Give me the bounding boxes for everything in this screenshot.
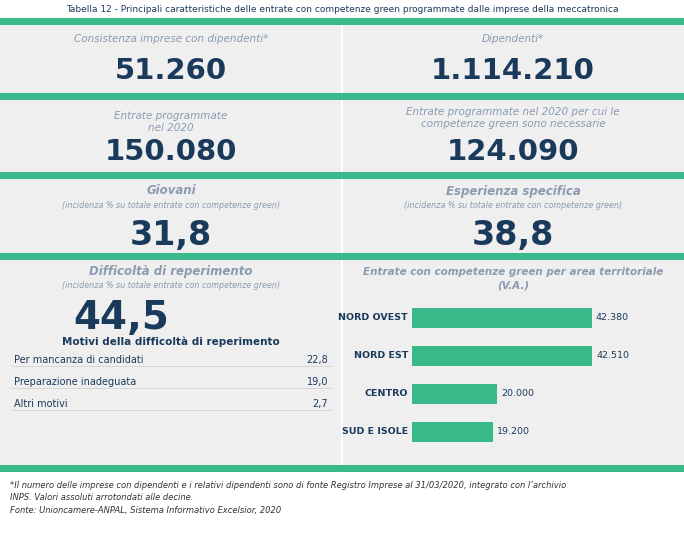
Bar <box>341 179 343 253</box>
Text: Giovani: Giovani <box>146 184 196 197</box>
Text: Motivi della difficoltà di reperimento: Motivi della difficoltà di reperimento <box>62 337 280 347</box>
Text: Tabella 12 - Principali caratteristiche delle entrate con competenze green progr: Tabella 12 - Principali caratteristiche … <box>66 4 618 14</box>
Text: (incidenza % su totale entrate con competenze green): (incidenza % su totale entrate con compe… <box>62 280 280 289</box>
Bar <box>0 179 342 253</box>
Text: Altri motivi: Altri motivi <box>14 399 68 409</box>
Text: 124.090: 124.090 <box>447 138 579 166</box>
Text: NORD OVEST: NORD OVEST <box>339 313 408 322</box>
Bar <box>412 346 592 366</box>
Bar <box>0 172 684 179</box>
Text: Per mancanza di candidati: Per mancanza di candidati <box>14 355 144 365</box>
Bar <box>412 422 493 442</box>
Text: 20.000: 20.000 <box>501 390 534 399</box>
Bar <box>0 260 342 465</box>
Text: Dipendenti*: Dipendenti* <box>482 34 544 44</box>
Text: 51.260: 51.260 <box>115 57 227 85</box>
Text: Fonte: Unioncamere-ANPAL, Sistema Informativo Excelsior, 2020: Fonte: Unioncamere-ANPAL, Sistema Inform… <box>10 505 281 514</box>
Text: CENTRO: CENTRO <box>365 390 408 399</box>
Text: (V.A.): (V.A.) <box>497 280 529 290</box>
Bar <box>341 260 343 465</box>
Bar <box>341 25 343 93</box>
Text: 44,5: 44,5 <box>73 299 169 337</box>
Text: nel 2020: nel 2020 <box>148 123 194 133</box>
Text: 42.380: 42.380 <box>596 313 629 322</box>
Bar <box>0 18 684 25</box>
Text: Entrate con competenze green per area territoriale: Entrate con competenze green per area te… <box>363 267 663 277</box>
Text: 38,8: 38,8 <box>472 219 554 252</box>
Text: INPS. Valori assoluti arrotondati alle decine.: INPS. Valori assoluti arrotondati alle d… <box>10 493 194 503</box>
Bar <box>0 100 342 172</box>
Text: Entrate programmate nel 2020 per cui le
competenze green sono necessarie: Entrate programmate nel 2020 per cui le … <box>406 107 620 129</box>
Bar <box>0 253 684 260</box>
Text: 19.200: 19.200 <box>497 427 530 437</box>
Bar <box>0 465 684 472</box>
Text: Entrate programmate: Entrate programmate <box>114 111 228 121</box>
Bar <box>341 100 343 172</box>
Bar <box>412 384 497 404</box>
Bar <box>342 260 684 465</box>
Text: 42.510: 42.510 <box>596 352 629 360</box>
Text: Difficoltà di reperimento: Difficoltà di reperimento <box>89 266 253 279</box>
Bar <box>0 25 342 93</box>
Text: 1.114.210: 1.114.210 <box>431 57 595 85</box>
Text: 22,8: 22,8 <box>306 355 328 365</box>
Bar <box>412 308 592 328</box>
Text: Consistenza imprese con dipendenti*: Consistenza imprese con dipendenti* <box>74 34 268 44</box>
Text: 19,0: 19,0 <box>306 377 328 387</box>
Bar <box>0 0 684 18</box>
Text: *Il numero delle imprese con dipendenti e i relativi dipendenti sono di fonte Re: *Il numero delle imprese con dipendenti … <box>10 481 566 491</box>
Text: (incidenza % su totale entrate con competenze green): (incidenza % su totale entrate con compe… <box>62 201 280 209</box>
Bar <box>0 93 684 100</box>
Bar <box>342 100 684 172</box>
Text: 31,8: 31,8 <box>130 219 212 252</box>
Text: Esperienza specifica: Esperienza specifica <box>445 184 581 197</box>
Text: Preparazione inadeguata: Preparazione inadeguata <box>14 377 136 387</box>
Text: 2,7: 2,7 <box>313 399 328 409</box>
Text: NORD EST: NORD EST <box>354 352 408 360</box>
Bar <box>342 179 684 253</box>
Bar <box>342 25 684 93</box>
Text: 150.080: 150.080 <box>105 138 237 166</box>
Text: SUD E ISOLE: SUD E ISOLE <box>342 427 408 437</box>
Text: (incidenza % su totale entrate con competenze green): (incidenza % su totale entrate con compe… <box>404 201 622 209</box>
